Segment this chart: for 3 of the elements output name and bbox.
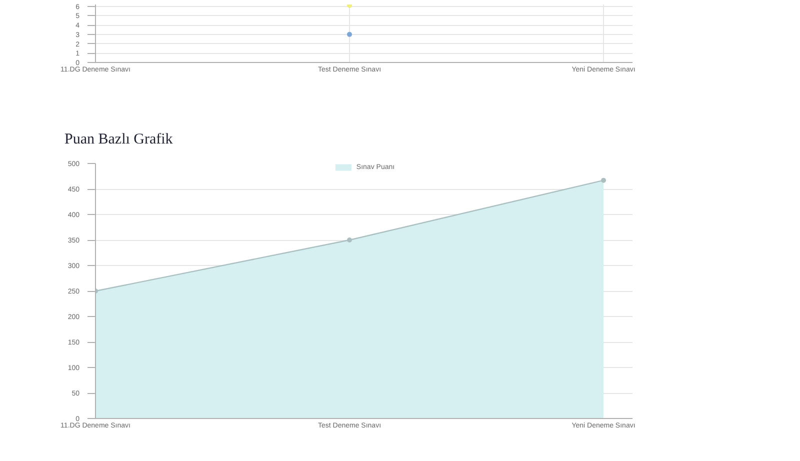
- point: [347, 238, 352, 242]
- point: [601, 178, 606, 183]
- chart-title: Puan Bazlı Grafik: [64, 132, 174, 148]
